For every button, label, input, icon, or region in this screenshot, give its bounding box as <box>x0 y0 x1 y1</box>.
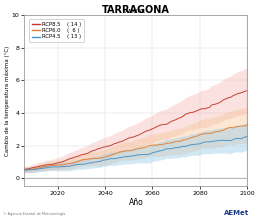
Text: ANUAL: ANUAL <box>125 9 146 14</box>
X-axis label: Año: Año <box>128 198 143 207</box>
Y-axis label: Cambio de la temperatura máxima (°C): Cambio de la temperatura máxima (°C) <box>5 46 10 156</box>
Legend: RCP8.5    ( 14 ), RCP6.0    (  6 ), RCP4.5    ( 13 ): RCP8.5 ( 14 ), RCP6.0 ( 6 ), RCP4.5 ( 13… <box>29 19 84 42</box>
Text: AEMet: AEMet <box>224 210 250 216</box>
Title: TARRAGONA: TARRAGONA <box>102 5 170 15</box>
Text: © Agencia Estatal de Meteorología: © Agencia Estatal de Meteorología <box>3 212 65 216</box>
